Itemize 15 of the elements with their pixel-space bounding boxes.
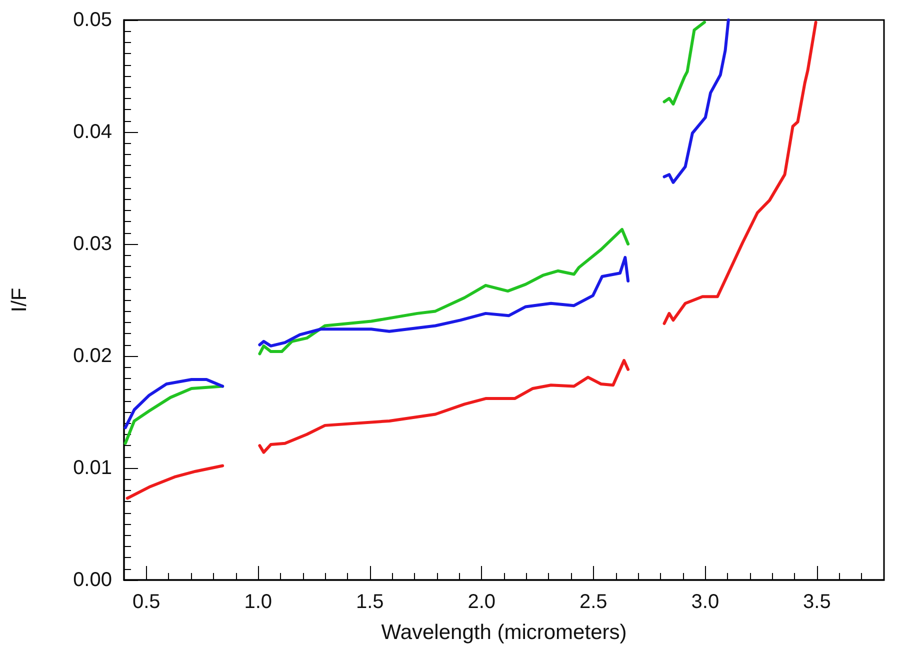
- x-tick-label: 0.5: [132, 591, 160, 613]
- x-tick-label: 1.0: [244, 591, 272, 613]
- y-tick-label: 0.02: [73, 345, 112, 367]
- x-tick-label: 3.5: [803, 591, 831, 613]
- y-tick-label: 0.01: [73, 457, 112, 479]
- y-tick-label: 0.00: [73, 569, 112, 591]
- y-tick-label: 0.05: [73, 9, 112, 31]
- x-tick-label: 2.5: [580, 591, 608, 613]
- y-tick-label: 0.04: [73, 121, 112, 143]
- y-axis-title: I/F: [8, 288, 31, 312]
- x-tick-label: 2.0: [468, 591, 496, 613]
- y-tick-label: 0.03: [73, 233, 112, 255]
- x-tick-label: 3.0: [691, 591, 720, 613]
- x-axis-title: Wavelength (micrometers): [381, 621, 627, 644]
- x-tick-label: 1.5: [356, 591, 384, 613]
